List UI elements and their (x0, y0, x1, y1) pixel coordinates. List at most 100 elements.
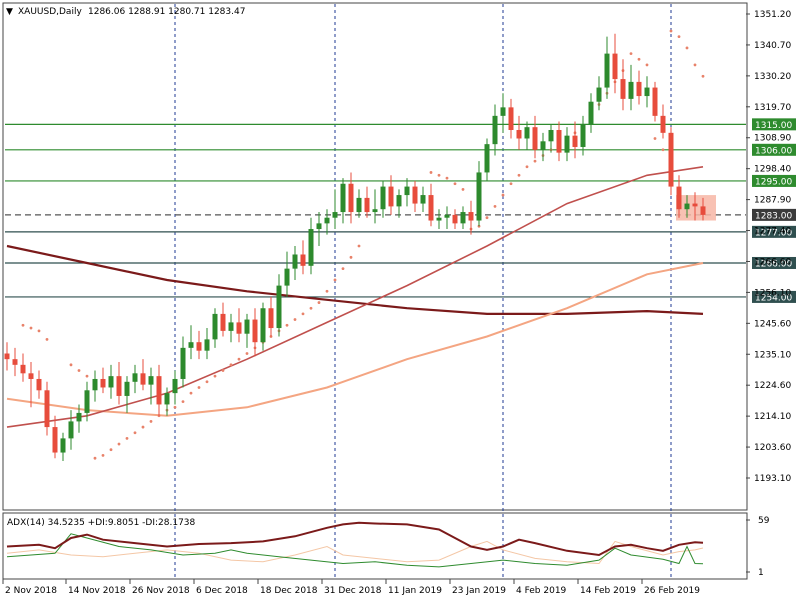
time-tick-label: 4 Feb 2019 (516, 586, 567, 596)
candle-body (244, 319, 250, 334)
sar-dot (245, 352, 249, 355)
candle-body (180, 347, 186, 379)
candle-body (460, 212, 466, 224)
level-price-tag (752, 118, 796, 131)
sar-dot (645, 63, 649, 67)
candle-body (156, 376, 162, 405)
sar-dot (333, 278, 337, 282)
candle-body (644, 87, 650, 97)
price-tick-label: 1308.90 (754, 134, 791, 144)
candle-body (4, 353, 10, 360)
candle-body (580, 124, 586, 147)
candle-body (508, 107, 514, 130)
candle-body (476, 172, 482, 221)
candle-body (116, 376, 122, 396)
candle-body (596, 87, 602, 102)
candle-body (36, 378, 42, 391)
level-price-tag (752, 174, 796, 187)
level-price-label: 1306.00 (755, 146, 792, 156)
sar-dot (85, 374, 89, 378)
candle-body (676, 186, 682, 210)
candle-body (68, 421, 74, 439)
candle-body (12, 359, 18, 365)
sar-dot (525, 165, 529, 169)
candle-body (604, 53, 610, 88)
chart-menu-arrow-icon[interactable]: ▼ (6, 7, 13, 17)
price-tick-label: 1298.40 (754, 165, 791, 175)
time-axis: 2 Nov 2018 14 Nov 2018 26 Nov 2018 6 Dec 20… (2, 579, 700, 596)
candle-body (196, 342, 202, 351)
sar-dot (69, 363, 73, 367)
time-tick-label: 23 Jan 2019 (452, 586, 506, 596)
candle-body (564, 135, 570, 153)
candle-body (428, 195, 434, 221)
candle-body (60, 438, 66, 453)
sar-dot (293, 318, 297, 321)
candle-body (388, 186, 394, 207)
sar-dot (101, 453, 105, 457)
candle-body (636, 81, 642, 97)
price-tick-label: 1245.60 (754, 319, 791, 329)
candle-body (348, 183, 354, 213)
sar-dot (109, 448, 113, 452)
price-tick-label: 1235.10 (754, 350, 791, 360)
sar-dot (653, 137, 657, 140)
sar-dot (669, 29, 673, 33)
level-price-label: 1283.00 (755, 211, 792, 221)
candle-body (124, 381, 130, 396)
price-tick-label: 1203.60 (754, 443, 791, 453)
candle-body (620, 79, 626, 99)
candle-body (308, 229, 314, 266)
sar-dot (181, 400, 185, 404)
price-tick-label: 1351.20 (754, 10, 791, 20)
sar-dot (21, 323, 25, 327)
sar-dot (693, 63, 697, 67)
sar-dot (677, 35, 681, 39)
candle-body (380, 186, 386, 210)
zone-rect (676, 195, 716, 221)
sar-dot (429, 171, 433, 174)
candle-body (692, 203, 698, 207)
sar-dot (285, 323, 289, 327)
candle-body (420, 195, 426, 204)
candle-body (356, 197, 362, 213)
candle-body (52, 427, 58, 453)
level-price-tag (752, 256, 796, 269)
sar-dot (189, 391, 193, 395)
time-tick-label: 18 Dec 2018 (260, 586, 318, 596)
sar-dot (45, 337, 49, 341)
sar-dot (29, 326, 33, 330)
level-price-tag (752, 225, 796, 238)
candle-body (700, 206, 706, 215)
candle-body (492, 115, 498, 145)
candle-body (252, 319, 258, 343)
candle-body (316, 223, 322, 230)
level-price-label: 1295.00 (755, 177, 792, 187)
candle-body (172, 378, 178, 394)
candle-body (436, 217, 442, 221)
level-price-label: 1266.00 (755, 259, 792, 269)
candle-body (300, 254, 306, 266)
candle-body (28, 373, 34, 379)
sar-dot (349, 255, 353, 259)
candle-body (484, 144, 490, 173)
candle-body (684, 203, 690, 210)
price-tick-label: 1330.20 (754, 72, 791, 82)
candle-body (148, 376, 154, 385)
candle-body (92, 378, 98, 391)
sar-dot (517, 173, 521, 177)
candle-body (100, 378, 106, 388)
candle-body (668, 132, 674, 187)
time-tick-label: 14 Feb 2019 (580, 586, 636, 596)
candle-body (188, 342, 194, 348)
time-tick-label: 6 Dec 2018 (196, 586, 248, 596)
candle-body (372, 209, 378, 213)
candle-body (452, 214, 458, 224)
level-price-label: 1277.00 (755, 228, 792, 238)
sar-dot (93, 456, 97, 460)
candle-body (444, 214, 450, 218)
sar-dot (205, 380, 209, 384)
candle-body (44, 390, 50, 428)
